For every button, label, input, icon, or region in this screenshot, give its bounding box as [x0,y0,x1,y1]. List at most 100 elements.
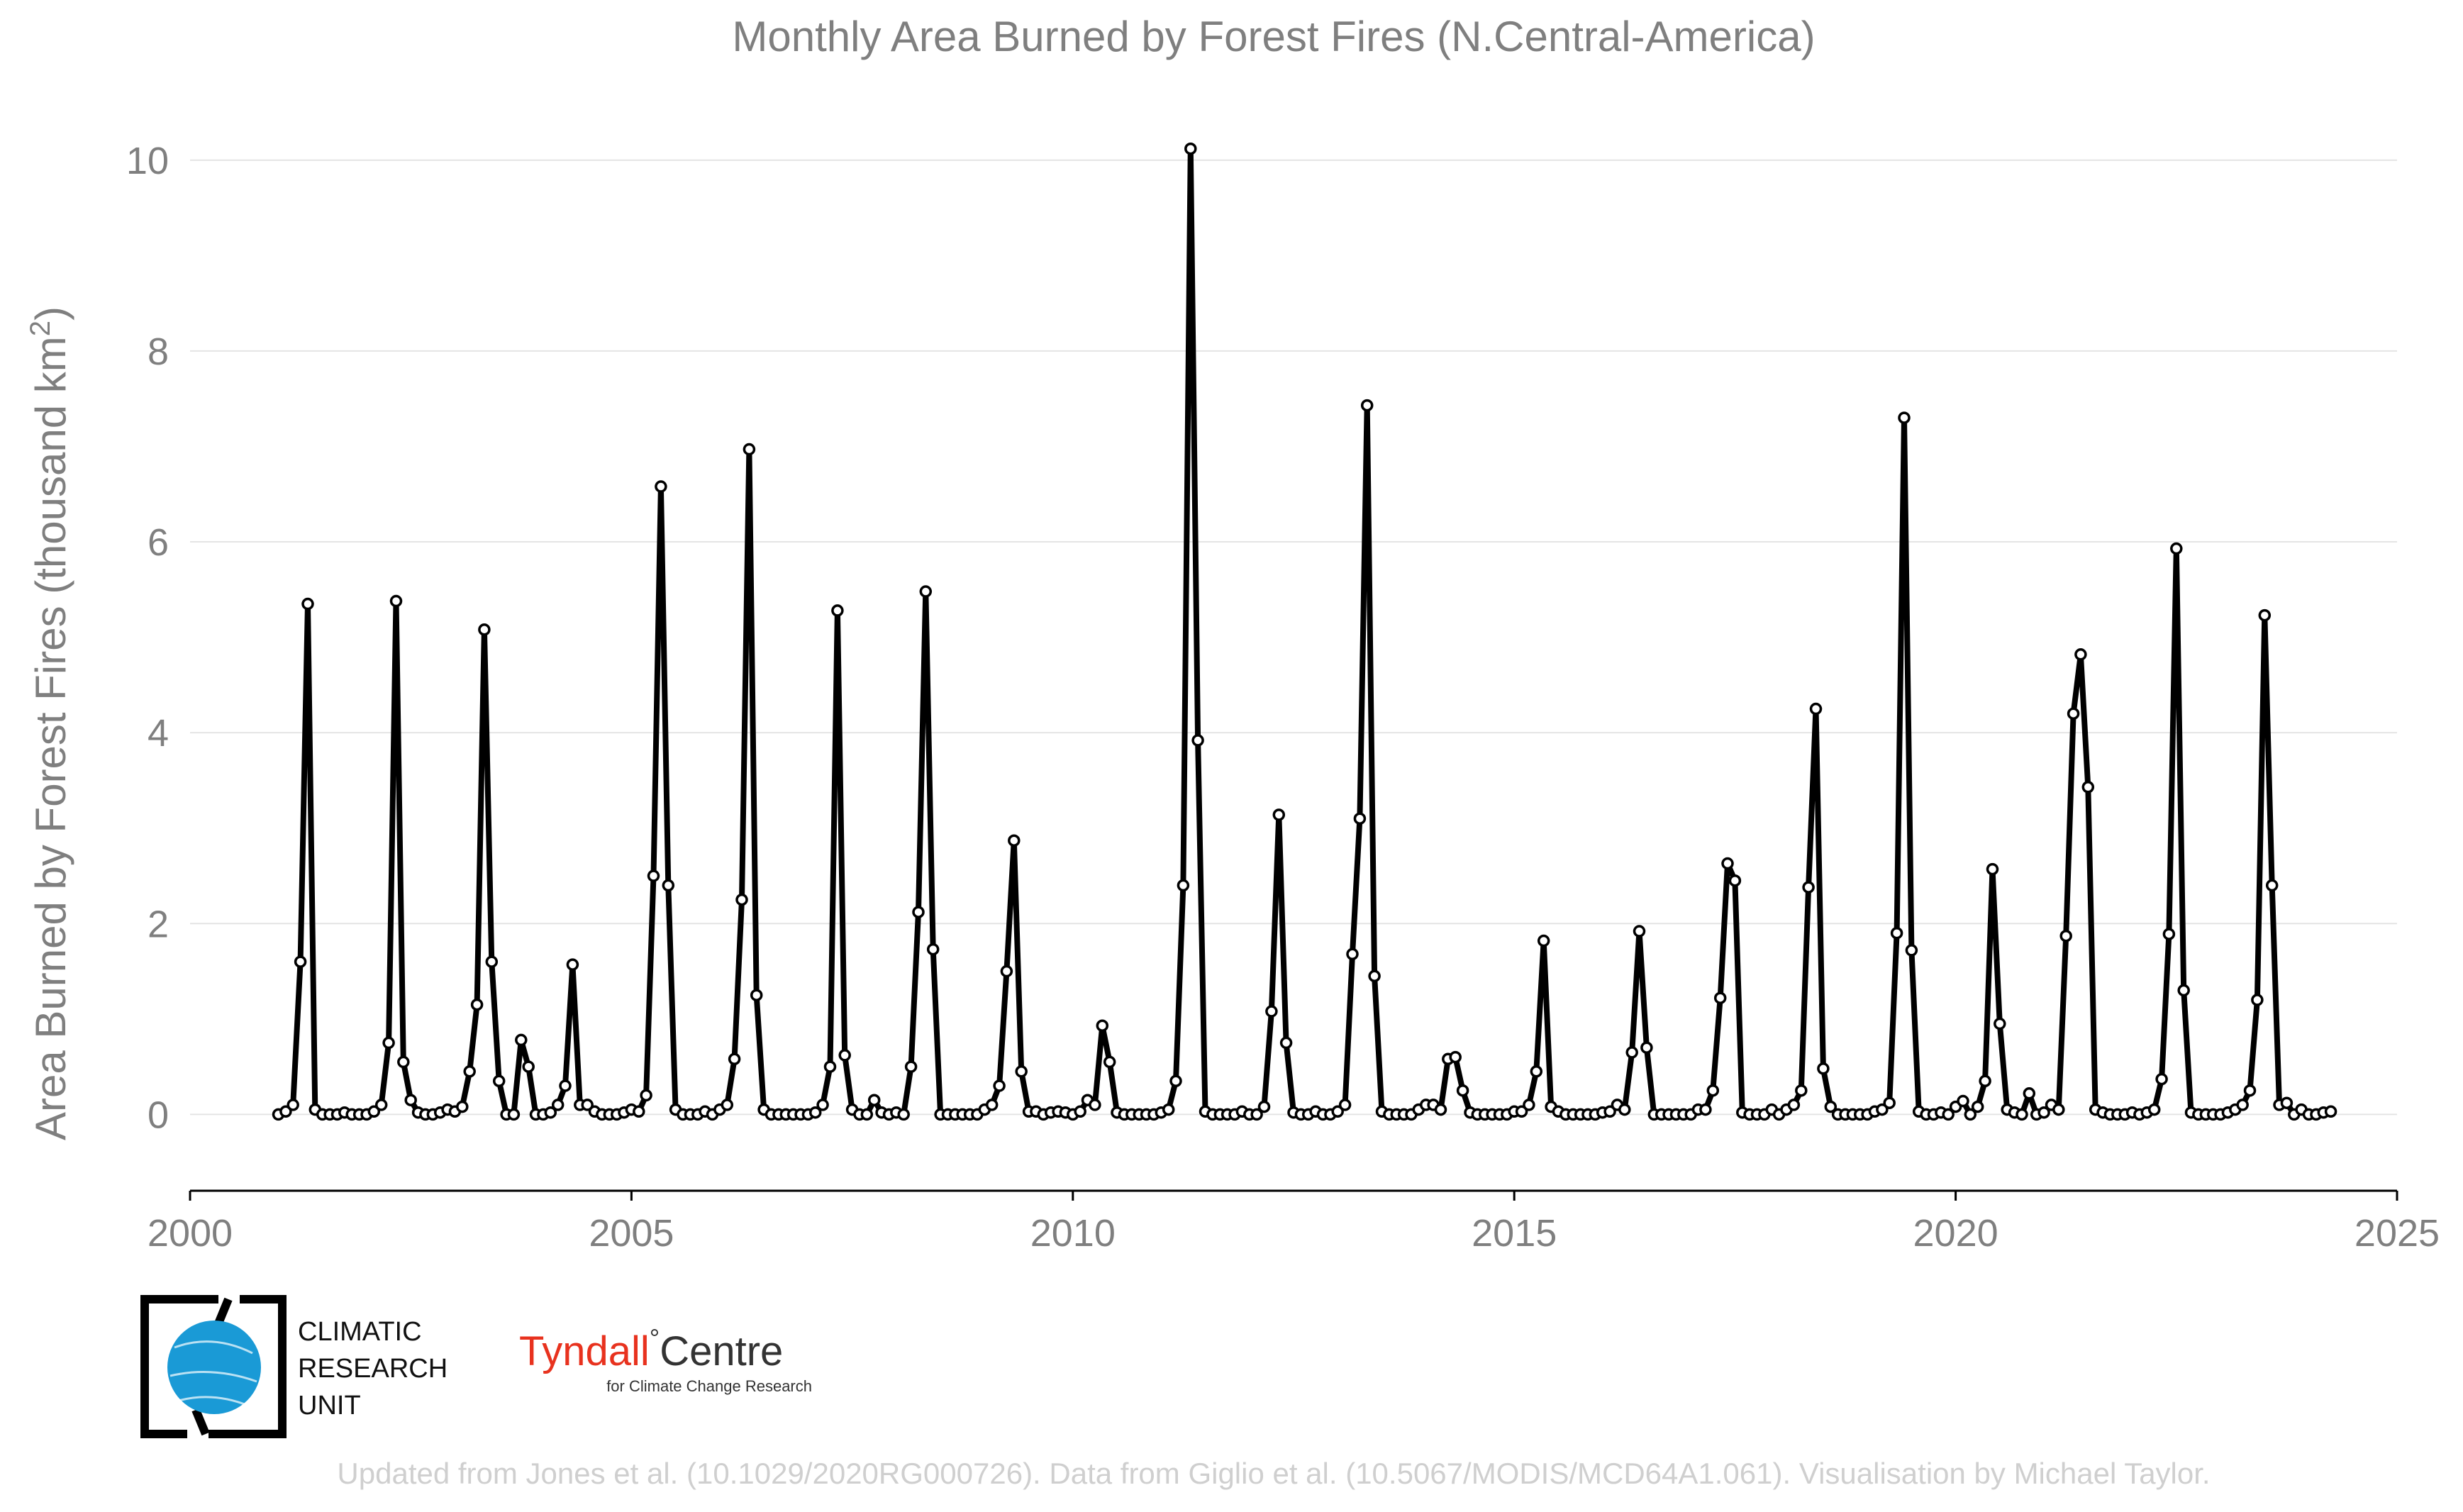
data-point [1338,1099,1352,1111]
data-point [1699,1103,1712,1116]
data-point [1713,991,1727,1004]
y-tick-label-2: 2 [148,903,169,945]
data-point [1971,1100,1984,1113]
data-point [1706,1084,1720,1097]
data-point [1162,1103,1175,1116]
data-point [287,1099,299,1111]
y-tick-label-0: 0 [148,1094,169,1136]
data-point [2243,1084,2257,1097]
data-point [1523,1099,1535,1111]
data-point [1089,1099,1101,1111]
data-point [294,955,307,968]
data-point [1368,969,1381,983]
data-point [1898,411,1911,424]
y-tick-labels: 0 2 4 6 8 10 [126,140,169,1137]
data-point [993,1079,1006,1092]
data-point [816,1099,829,1111]
x-tick-label-2005: 2005 [589,1212,674,1255]
cru-bracket-left [140,1295,218,1438]
data-point [1957,1094,1969,1108]
data-point [1191,734,1204,747]
data-point [633,1105,645,1118]
data-point [551,1099,565,1111]
data-point [1000,965,1013,978]
data-point [808,1106,822,1119]
data-point [507,1108,521,1121]
data-point [1272,808,1286,821]
data-point [1279,1036,1293,1050]
data-point [721,1099,734,1111]
data-point [470,998,484,1011]
data-point [382,1036,395,1050]
data-point [728,1052,741,1066]
data-point [2067,707,2080,720]
data-point [1184,142,1197,155]
data-point [2059,929,2072,943]
x-tick-label-2010: 2010 [1030,1212,1116,1255]
data-point [1515,1105,1528,1118]
data-point [867,1094,881,1106]
data-point [1787,1099,1801,1111]
x-tick-label-2000: 2000 [148,1212,233,1255]
data-point [1537,934,1550,947]
data-point [2258,608,2272,622]
tyndall-degree: ° [650,1323,660,1352]
data-point [279,1105,292,1118]
data-point [566,958,579,971]
data-point [823,1060,837,1073]
cru-line-1: CLIMATIC [298,1317,422,1347]
data-point [1074,1105,1086,1118]
data-point [1008,834,1021,847]
data-point [640,1089,652,1102]
data-point [1353,812,1367,825]
data-point [926,943,940,956]
data-point [2074,648,2087,661]
tyndall-centre: Centre [660,1328,783,1374]
data-point [1817,1062,1830,1075]
data-point [831,604,844,617]
data-point [1265,1005,1278,1018]
data-point [750,989,763,1001]
y-axis-label: Area Burned by Forest Fires (thousand km… [25,306,74,1140]
data-point [522,1060,535,1073]
data-point [662,879,675,892]
data-point [2251,994,2264,1006]
data-point [389,594,403,608]
y-tick-label-6: 6 [148,521,169,564]
data-point [1346,947,1359,961]
tyndall-wordmark: Tyndall°Centre [519,1323,783,1374]
data-point [2280,1096,2294,1109]
data-point [1994,1017,2006,1030]
data-point [1449,1050,1462,1064]
data-point [838,1049,851,1062]
data-point [655,480,667,493]
data-point [1603,1105,1616,1118]
data-point [515,1033,528,1047]
cru-line-3: UNIT [298,1391,361,1421]
cru-slash-bottom [191,1408,210,1436]
series-line [277,145,2332,1118]
y-tick-label-4: 4 [148,712,169,755]
data-point [2236,1099,2249,1111]
y-axis-label-main: Area Burned by Forest Fires (thousand km [27,336,74,1140]
credit-text: Updated from Jones et al. (10.1029/2020R… [337,1457,2210,1490]
data-point [912,906,925,918]
data-point [1890,926,1903,940]
tyndall-subtitle: for Climate Change Research [606,1377,812,1395]
data-point [1824,1100,1837,1113]
cru-bracket-right [209,1295,287,1438]
data-point [485,955,499,968]
data-point [1250,1108,1263,1121]
data-point [1795,1084,1808,1097]
data-point [2023,1087,2036,1100]
data-point [1979,1074,1991,1088]
data-point [2037,1106,2050,1119]
data-point [2324,1105,2337,1118]
data-point [1721,857,1734,870]
data-point [2081,781,2095,794]
data-point [463,1065,476,1078]
cru-globe-lines [169,1340,257,1407]
data-point [1942,1108,1955,1121]
data-point [1434,1103,1447,1116]
data-point [897,1108,910,1121]
